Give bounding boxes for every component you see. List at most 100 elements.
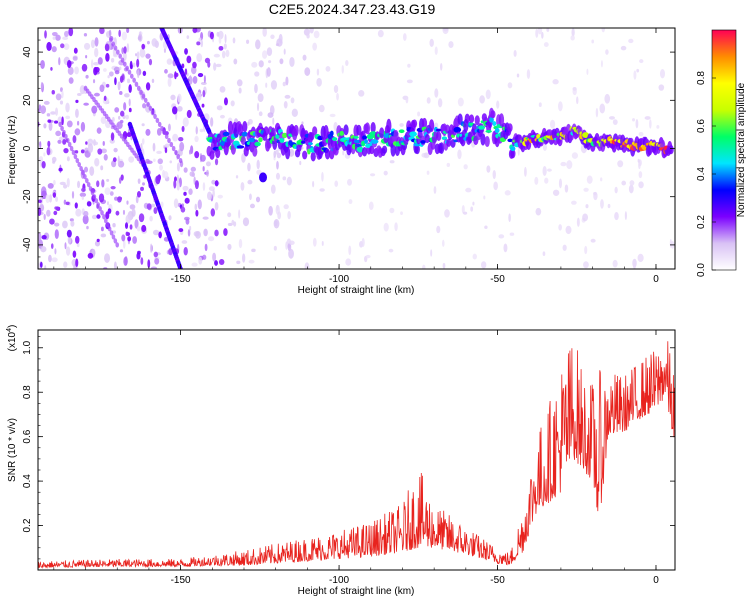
noise-speck	[38, 199, 42, 204]
noise-blob	[481, 261, 487, 269]
streak-blob	[62, 129, 66, 136]
streak-blob	[109, 230, 114, 236]
noise-blob	[443, 28, 449, 32]
streak-blob	[60, 125, 64, 132]
noise-speck	[178, 228, 184, 233]
noise-blob	[669, 238, 672, 248]
streak-blob	[164, 133, 169, 140]
noise-blob	[221, 50, 226, 59]
noise-blob	[329, 113, 336, 118]
track-core	[582, 132, 590, 139]
noise-blob	[368, 201, 374, 211]
noise-speck	[46, 41, 52, 51]
noise-blob	[137, 69, 140, 79]
noise-speck	[46, 147, 51, 156]
noise-blob	[216, 31, 220, 37]
noise-blob	[612, 259, 618, 268]
noise-blob	[189, 225, 192, 231]
noise-speck	[129, 224, 133, 230]
track-core	[307, 142, 313, 146]
noise-blob	[149, 215, 153, 222]
track-core	[258, 137, 263, 143]
noise-blob	[117, 81, 121, 91]
noise-blob	[586, 175, 593, 184]
track-halo	[411, 119, 418, 128]
noise-blob	[176, 162, 180, 172]
noise-blob	[436, 225, 441, 234]
noise-blob	[546, 28, 550, 32]
noise-blob	[516, 73, 520, 78]
noise-speck	[103, 95, 107, 102]
noise-blob	[48, 121, 53, 131]
noise-blob	[52, 36, 56, 40]
noise-blob	[192, 76, 198, 84]
snr-panel: -150 -100 -50 0 0.2 0.4 0.6 0.8 1.0 Height of st…	[6, 325, 676, 597]
noise-blob	[198, 37, 202, 42]
noise-blob	[498, 234, 505, 239]
spectrogram-axes: -150 -100 -50 0 -40 -20 0 20 40	[22, 27, 675, 285]
noise-blob	[103, 68, 107, 72]
noise-blob	[150, 266, 158, 269]
noise-blob	[347, 178, 353, 186]
streak-blob	[111, 234, 116, 240]
colorbar	[711, 29, 737, 271]
noise-blob	[600, 199, 604, 209]
noise-speck	[197, 72, 204, 78]
noise-blob	[637, 158, 640, 163]
streak-blob	[155, 117, 160, 123]
noise-blob	[249, 203, 255, 209]
noise-speck	[98, 193, 105, 203]
noise-blob	[493, 181, 498, 191]
snr-ytick-label: 1.0	[22, 340, 33, 354]
noise-blob	[40, 59, 45, 69]
snr-xtick-label: -50	[490, 575, 505, 586]
noise-blob	[247, 121, 250, 126]
noise-speck	[147, 259, 151, 269]
noise-blob	[132, 62, 136, 68]
noise-blob	[43, 123, 47, 129]
snr-ytick-label: 0.6	[22, 429, 33, 443]
noise-speck	[105, 211, 110, 220]
noise-blob	[558, 224, 562, 231]
noise-speck	[119, 75, 124, 83]
streak-blob	[127, 69, 132, 75]
noise-blob	[321, 241, 324, 246]
noise-blob	[122, 239, 126, 249]
track-core	[300, 140, 306, 144]
noise-blob	[430, 249, 433, 257]
noise-speck	[142, 70, 147, 76]
track-core	[279, 137, 285, 144]
noise-blob	[227, 243, 232, 251]
noise-speck	[137, 250, 141, 255]
noise-speck	[183, 191, 187, 196]
noise-blob	[218, 36, 222, 44]
noise-blob	[232, 37, 236, 44]
noise-blob	[275, 149, 279, 155]
noise-blob	[508, 213, 511, 223]
colorbar-tick-label: 0.0	[696, 263, 707, 277]
streak-blob	[88, 186, 93, 192]
noise-blob	[266, 67, 271, 77]
track-halo	[379, 127, 385, 139]
noise-speck	[127, 236, 132, 242]
noise-blob	[75, 108, 79, 119]
noise-blob	[262, 28, 267, 37]
noise-blob	[472, 201, 475, 206]
noise-blob	[316, 68, 320, 76]
track-core	[435, 128, 442, 132]
noise-blob	[632, 118, 636, 122]
noise-blob	[526, 69, 531, 80]
snr-ytick-label: 0.8	[22, 385, 33, 399]
track-core	[364, 139, 368, 145]
noise-blob	[242, 253, 246, 263]
noise-blob	[137, 178, 141, 184]
noise-blob	[604, 93, 611, 104]
noise-blob	[286, 176, 292, 186]
noise-blob	[274, 220, 278, 227]
noise-blob	[590, 238, 596, 243]
noise-blob	[197, 199, 202, 210]
spectrogram-xlabel: Height of straight line (km)	[298, 285, 415, 296]
noise-blob	[178, 148, 181, 156]
noise-blob	[584, 245, 588, 255]
noise-blob	[181, 240, 188, 244]
